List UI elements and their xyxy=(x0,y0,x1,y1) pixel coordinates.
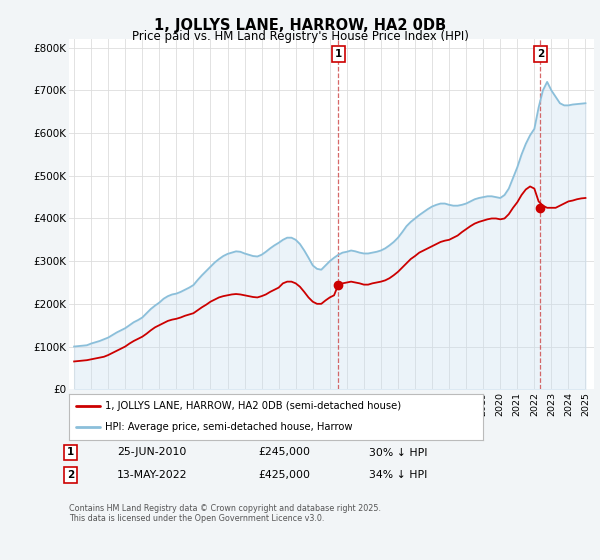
Text: 2: 2 xyxy=(67,470,74,480)
Text: 25-JUN-2010: 25-JUN-2010 xyxy=(117,447,187,458)
Text: HPI: Average price, semi-detached house, Harrow: HPI: Average price, semi-detached house,… xyxy=(106,422,353,432)
Text: 1: 1 xyxy=(335,49,342,59)
Text: 30% ↓ HPI: 30% ↓ HPI xyxy=(369,447,427,458)
Text: 34% ↓ HPI: 34% ↓ HPI xyxy=(369,470,427,480)
Text: £425,000: £425,000 xyxy=(258,470,310,480)
Text: 1, JOLLYS LANE, HARROW, HA2 0DB: 1, JOLLYS LANE, HARROW, HA2 0DB xyxy=(154,18,446,33)
Text: 13-MAY-2022: 13-MAY-2022 xyxy=(117,470,187,480)
Text: £245,000: £245,000 xyxy=(258,447,310,458)
Text: Contains HM Land Registry data © Crown copyright and database right 2025.
This d: Contains HM Land Registry data © Crown c… xyxy=(69,504,381,524)
Text: 1, JOLLYS LANE, HARROW, HA2 0DB (semi-detached house): 1, JOLLYS LANE, HARROW, HA2 0DB (semi-de… xyxy=(106,401,401,411)
Text: 2: 2 xyxy=(536,49,544,59)
Text: Price paid vs. HM Land Registry's House Price Index (HPI): Price paid vs. HM Land Registry's House … xyxy=(131,30,469,43)
Text: 1: 1 xyxy=(67,447,74,458)
